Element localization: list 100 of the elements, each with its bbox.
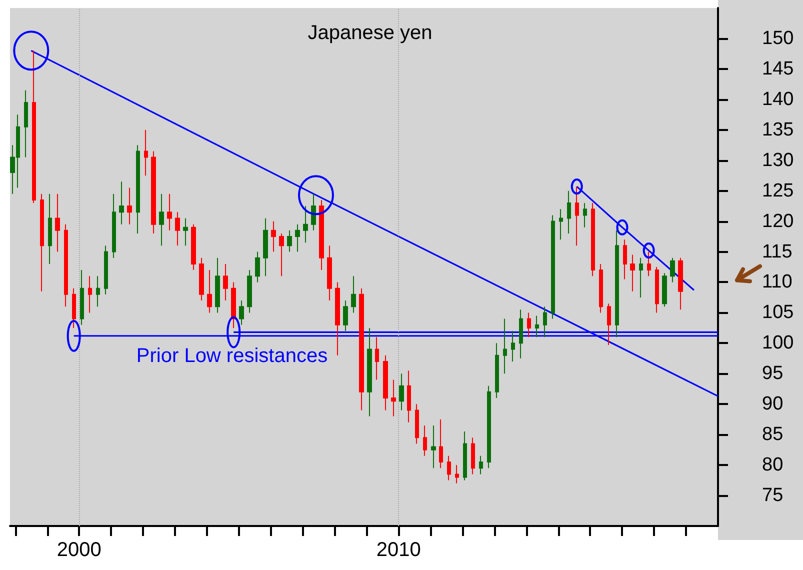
candlestick	[559, 208, 563, 240]
candlestick	[567, 190, 571, 234]
candlestick	[630, 254, 635, 292]
candlestick	[503, 318, 507, 374]
candlestick	[263, 218, 268, 277]
candlestick	[127, 187, 132, 225]
candlestick	[607, 303, 611, 346]
candlestick	[662, 272, 667, 308]
candlestick	[367, 327, 372, 417]
candlestick	[391, 379, 396, 417]
y-tick-label: 110	[762, 272, 792, 293]
candlestick	[335, 282, 340, 356]
candlestick	[551, 214, 555, 320]
candlestick	[623, 239, 627, 280]
candlestick	[24, 90, 28, 158]
x-tick-label: 2010	[376, 539, 421, 561]
x-tick-label: 2000	[56, 539, 102, 561]
candlestick	[199, 257, 204, 302]
candlestick	[239, 300, 244, 326]
candlestick	[88, 276, 92, 314]
candlestick	[678, 257, 683, 310]
candlestick	[72, 288, 76, 328]
candlestick	[191, 224, 196, 271]
y-tick-label: 130	[762, 150, 794, 171]
candlestick	[511, 330, 515, 362]
candlestick	[647, 251, 651, 277]
candlestick	[295, 224, 300, 252]
candlestick	[527, 312, 531, 338]
candlestick	[583, 202, 587, 228]
y-tick-label: 75	[762, 485, 784, 506]
candlestick	[231, 282, 236, 328]
y-tick-label: 135	[762, 119, 794, 140]
candlestick	[455, 464, 459, 484]
candlestick	[327, 245, 332, 302]
candlestick	[167, 193, 172, 231]
y-tick-label: 125	[762, 180, 794, 202]
y-tick-label: 115	[762, 241, 792, 262]
candlestick	[159, 193, 164, 246]
candlestick	[639, 257, 643, 298]
candlestick	[359, 288, 364, 411]
candlestick	[136, 144, 140, 234]
candlestick	[423, 424, 427, 456]
candlestick	[615, 230, 619, 338]
y-tick-label: 95	[762, 363, 784, 384]
y-tick-label: 105	[762, 302, 794, 324]
candlestick	[575, 186, 579, 246]
candlestick	[375, 336, 379, 380]
candlestick	[303, 206, 308, 244]
y-tick-label: 85	[762, 424, 784, 446]
candlestick	[383, 354, 388, 411]
candlestick	[175, 212, 180, 246]
candlestick	[104, 245, 108, 295]
candlestick	[487, 385, 491, 469]
candlestick	[255, 251, 260, 283]
candlestick	[351, 276, 356, 314]
candlestick	[55, 193, 60, 252]
y-tick-label: 80	[762, 454, 784, 476]
candlestick	[48, 193, 52, 264]
candlestick	[535, 315, 539, 338]
text: Japanese yen	[308, 22, 432, 44]
candlestick	[431, 424, 436, 469]
candlestick	[655, 266, 659, 314]
candlestick	[32, 50, 36, 204]
candlestick	[343, 300, 348, 332]
candlestick	[247, 270, 252, 314]
candlestick	[96, 276, 100, 308]
candlestick	[599, 263, 603, 314]
candlestick	[271, 220, 276, 252]
candlestick	[519, 309, 523, 359]
candlestick	[311, 193, 316, 231]
candlestick	[223, 263, 228, 302]
candlestick	[40, 193, 44, 292]
candlestick	[463, 431, 467, 481]
candlestick	[471, 437, 475, 475]
candlestick	[64, 224, 68, 308]
annotation: Prior Low resistances	[136, 345, 328, 367]
candlestick	[183, 218, 188, 246]
candlestick	[279, 232, 284, 277]
y-tick-label: 100	[762, 332, 794, 354]
candlestick	[495, 342, 499, 399]
candlestick	[439, 418, 443, 469]
candlestick	[207, 270, 212, 314]
candlestick	[407, 370, 411, 423]
y-tick-label: 150	[762, 28, 794, 49]
candlestick	[215, 257, 220, 314]
candlestick	[80, 270, 84, 326]
candlestick	[670, 257, 675, 283]
candlestick	[447, 455, 451, 481]
y-tick-label: 120	[762, 210, 794, 232]
candlestick	[119, 181, 124, 225]
candlestick	[479, 455, 483, 475]
candlestick	[144, 129, 148, 176]
candlestick	[151, 150, 156, 234]
candlestick	[399, 373, 404, 411]
candlestick	[591, 202, 595, 277]
y-tick-label: 90	[762, 394, 784, 415]
candlestick	[287, 230, 292, 252]
candlestick	[112, 193, 116, 258]
y-tick-label: 140	[762, 88, 794, 110]
candlestick	[543, 306, 547, 338]
